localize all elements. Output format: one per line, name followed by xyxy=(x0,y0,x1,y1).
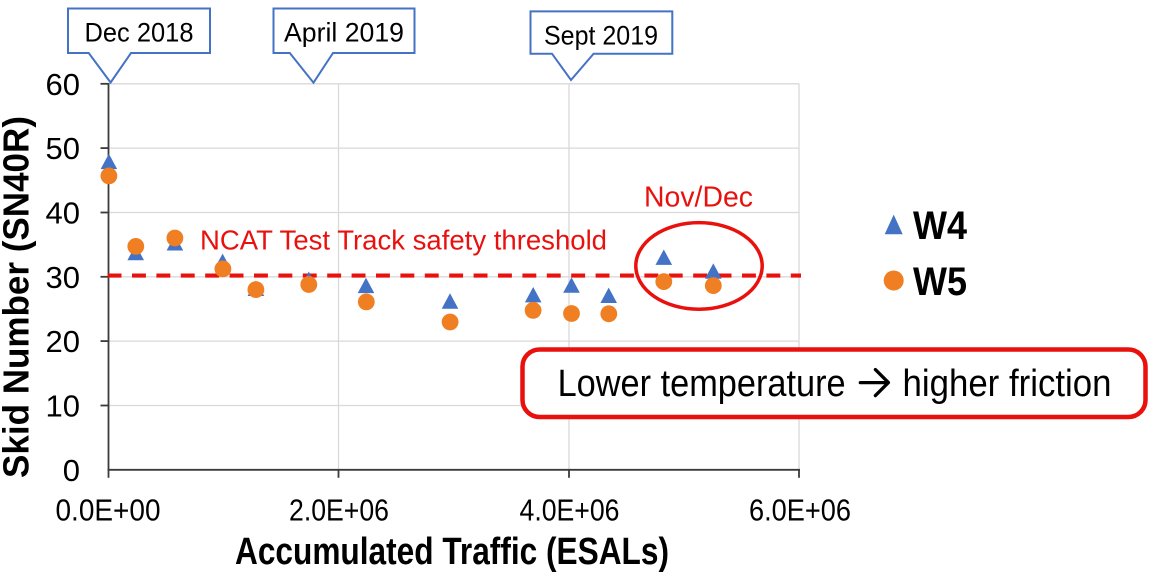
svg-text:Dec 2018: Dec 2018 xyxy=(85,18,194,48)
svg-text:higher friction: higher friction xyxy=(903,363,1112,405)
svg-text:0: 0 xyxy=(63,453,80,488)
svg-text:2.0E+06: 2.0E+06 xyxy=(289,492,389,527)
svg-text:Nov/Dec: Nov/Dec xyxy=(644,182,753,214)
svg-text:0.0E+00: 0.0E+00 xyxy=(56,492,161,527)
svg-text:Lower temperature: Lower temperature xyxy=(558,363,846,405)
svg-text:20: 20 xyxy=(46,324,80,359)
svg-text:6.0E+06: 6.0E+06 xyxy=(749,492,851,527)
svg-text:W5: W5 xyxy=(913,260,967,304)
svg-text:60: 60 xyxy=(46,67,80,102)
svg-text:50: 50 xyxy=(46,131,80,166)
svg-text:April 2019: April 2019 xyxy=(284,18,404,48)
svg-text:NCAT Test Track safety thresho: NCAT Test Track safety threshold xyxy=(200,225,607,256)
svg-text:30: 30 xyxy=(46,260,80,295)
svg-text:W4: W4 xyxy=(913,204,968,248)
svg-text:10: 10 xyxy=(46,389,80,424)
svg-text:Skid Number (SN40R): Skid Number (SN40R) xyxy=(0,116,37,478)
svg-text:40: 40 xyxy=(46,196,80,231)
svg-text:Sept 2019: Sept 2019 xyxy=(544,21,658,51)
svg-text:4.0E+06: 4.0E+06 xyxy=(520,492,620,527)
svg-text:Accumulated Traffic (ESALs): Accumulated Traffic (ESALs) xyxy=(235,531,669,573)
